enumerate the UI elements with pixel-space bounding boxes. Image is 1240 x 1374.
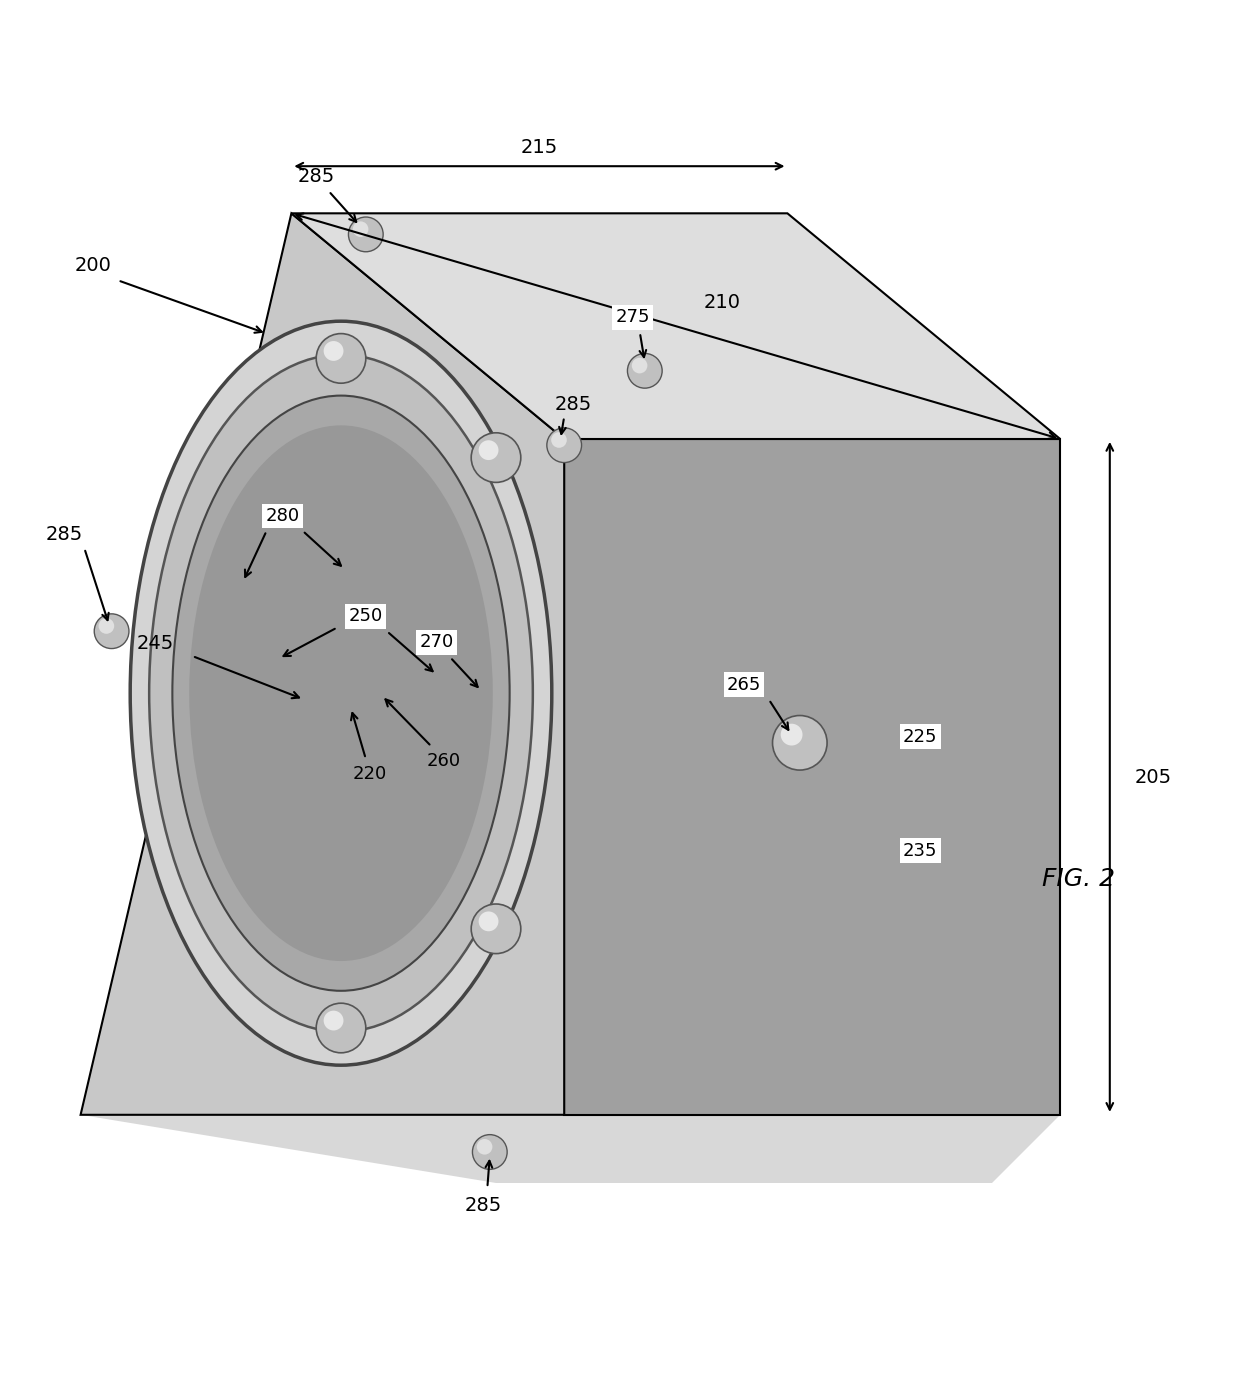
Ellipse shape <box>172 396 510 991</box>
Text: 245: 245 <box>136 633 174 653</box>
Circle shape <box>476 1139 492 1154</box>
Text: 285: 285 <box>465 1195 502 1215</box>
Polygon shape <box>291 213 1060 440</box>
Circle shape <box>94 614 129 649</box>
Circle shape <box>472 1135 507 1169</box>
Circle shape <box>99 618 114 633</box>
Ellipse shape <box>130 322 552 1065</box>
Circle shape <box>316 334 366 383</box>
Text: 270: 270 <box>419 633 454 651</box>
Text: 280: 280 <box>265 507 300 525</box>
Text: 260: 260 <box>427 753 461 771</box>
Circle shape <box>627 353 662 389</box>
Circle shape <box>324 341 343 361</box>
Circle shape <box>479 911 498 932</box>
Ellipse shape <box>190 426 492 960</box>
Circle shape <box>471 904 521 954</box>
Circle shape <box>552 433 567 448</box>
Text: 210: 210 <box>703 293 740 312</box>
Text: 285: 285 <box>298 166 335 185</box>
Text: 250: 250 <box>348 607 383 625</box>
Polygon shape <box>81 1114 1060 1183</box>
Polygon shape <box>81 213 564 1114</box>
Circle shape <box>348 217 383 251</box>
Ellipse shape <box>149 354 533 1032</box>
Text: 215: 215 <box>521 139 558 157</box>
Text: 220: 220 <box>352 765 387 783</box>
Circle shape <box>352 221 368 236</box>
Text: 205: 205 <box>1135 768 1172 787</box>
Circle shape <box>632 357 647 374</box>
Circle shape <box>471 433 521 482</box>
Circle shape <box>316 1003 366 1052</box>
Text: 275: 275 <box>615 309 650 327</box>
Text: 225: 225 <box>903 728 937 746</box>
Text: FIG. 2: FIG. 2 <box>1043 867 1115 892</box>
Circle shape <box>773 716 827 769</box>
Polygon shape <box>564 440 1060 1114</box>
Circle shape <box>479 440 498 460</box>
Text: 200: 200 <box>74 256 112 275</box>
Circle shape <box>324 1011 343 1030</box>
Circle shape <box>547 427 582 463</box>
Text: 285: 285 <box>46 525 83 544</box>
Text: 235: 235 <box>903 842 937 860</box>
Text: 285: 285 <box>554 394 591 414</box>
Circle shape <box>781 724 802 746</box>
Text: 265: 265 <box>727 676 761 694</box>
